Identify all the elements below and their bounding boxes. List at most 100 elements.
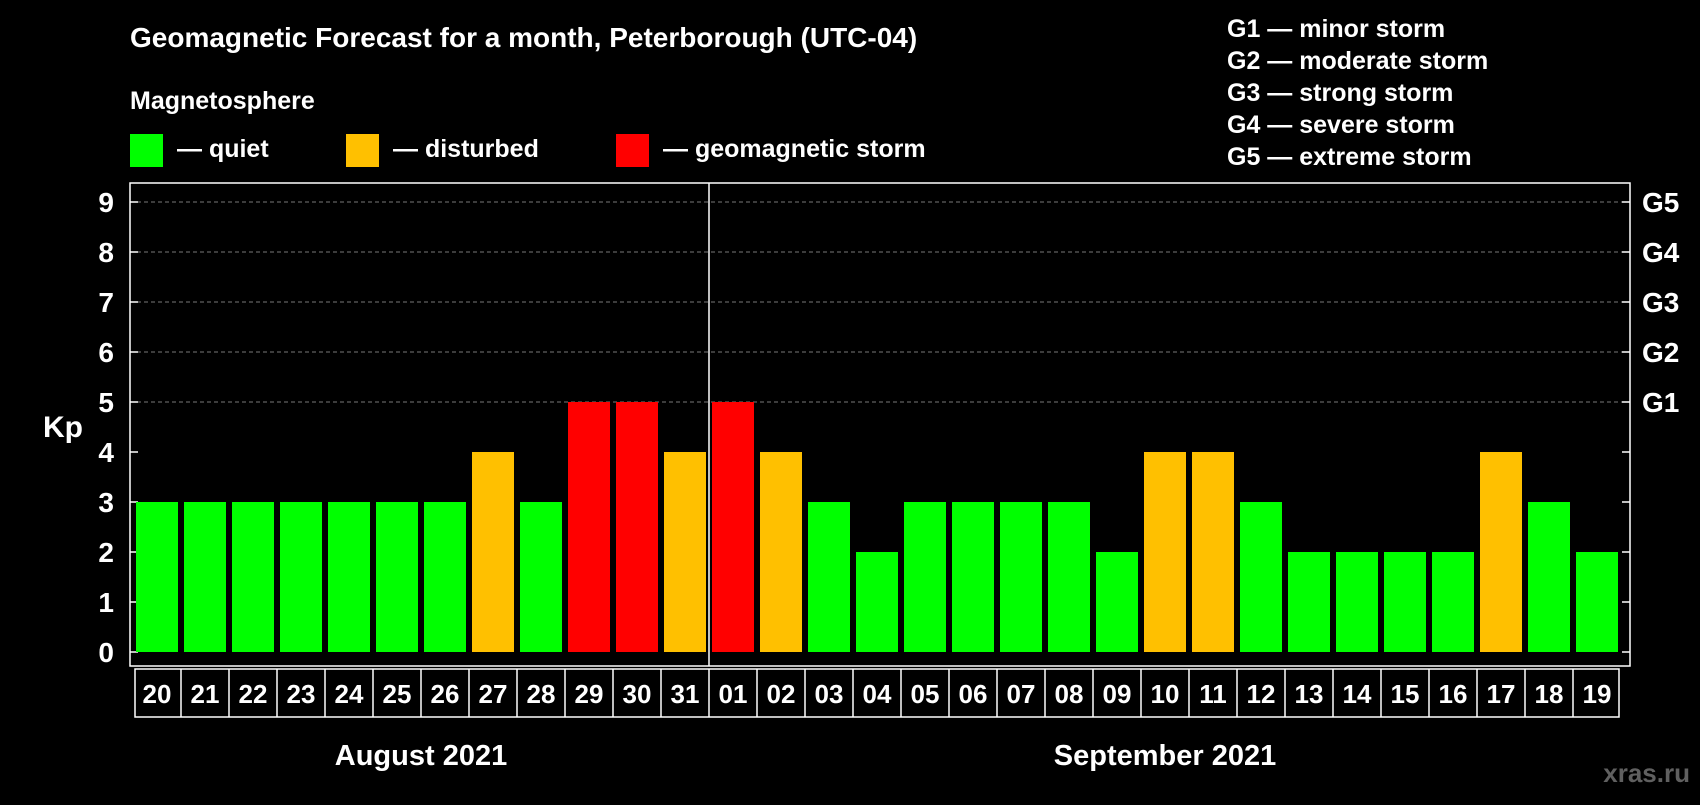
g-label-G4: G4 — [1642, 237, 1680, 268]
legend-label-2: — geomagnetic storm — [663, 135, 926, 163]
bar-29 — [568, 402, 610, 652]
storm-scale-item-1: G2 — moderate storm — [1227, 47, 1488, 75]
day-label-07: 07 — [1007, 679, 1036, 709]
bar-05 — [904, 502, 946, 652]
day-label-18: 18 — [1535, 679, 1564, 709]
y-tick-label-1: 1 — [98, 587, 114, 618]
day-label-15: 15 — [1391, 679, 1420, 709]
y-tick-label-9: 9 — [98, 187, 114, 218]
day-label-10: 10 — [1151, 679, 1180, 709]
y-tick-label-2: 2 — [98, 537, 114, 568]
legend: — quiet — disturbed — geomagnetic storm — [130, 134, 926, 167]
y-tick-label-5: 5 — [98, 387, 114, 418]
day-label-26: 26 — [431, 679, 460, 709]
chart-title: Geomagnetic Forecast for a month, Peterb… — [130, 22, 917, 53]
storm-scale-item-3: G4 — severe storm — [1227, 111, 1455, 139]
day-label-02: 02 — [767, 679, 796, 709]
day-label-17: 17 — [1487, 679, 1516, 709]
y-tick-label-3: 3 — [98, 487, 114, 518]
bar-20 — [136, 502, 178, 652]
day-label-05: 05 — [911, 679, 940, 709]
plot-frame — [129, 182, 1631, 667]
month-label-1: September 2021 — [1054, 740, 1276, 772]
y-tick-label-7: 7 — [98, 287, 114, 318]
watermark: xras.ru — [1603, 758, 1690, 788]
storm-scale-item-4: G5 — extreme storm — [1227, 143, 1472, 171]
bar-19 — [1576, 552, 1618, 652]
y-tick-label-8: 8 — [98, 237, 114, 268]
bar-07 — [1000, 502, 1042, 652]
bar-14 — [1336, 552, 1378, 652]
legend-label-0: — quiet — [177, 135, 269, 163]
day-label-24: 24 — [335, 679, 364, 709]
day-label-20: 20 — [143, 679, 172, 709]
bar-30 — [616, 402, 658, 652]
bar-13 — [1288, 552, 1330, 652]
bar-10 — [1144, 452, 1186, 652]
day-label-23: 23 — [287, 679, 316, 709]
day-label-row — [134, 668, 1620, 718]
g-label-G5: G5 — [1642, 187, 1679, 218]
storm-scale-item-0: G1 — minor storm — [1227, 15, 1445, 43]
day-label-27: 27 — [479, 679, 508, 709]
day-label-28: 28 — [527, 679, 556, 709]
bar-02 — [760, 452, 802, 652]
storm-scale-item-2: G3 — strong storm — [1227, 79, 1453, 107]
legend-swatch-0 — [130, 134, 163, 167]
bar-04 — [856, 552, 898, 652]
day-label-08: 08 — [1055, 679, 1084, 709]
bar-12 — [1240, 502, 1282, 652]
bar-23 — [280, 502, 322, 652]
bar-24 — [328, 502, 370, 652]
day-label-14: 14 — [1343, 679, 1372, 709]
bar-21 — [184, 502, 226, 652]
bar-08 — [1048, 502, 1090, 652]
bar-03 — [808, 502, 850, 652]
bar-31 — [664, 452, 706, 652]
day-label-03: 03 — [815, 679, 844, 709]
y-axis-label: Kp — [43, 411, 83, 444]
day-label-25: 25 — [383, 679, 412, 709]
day-label-13: 13 — [1295, 679, 1324, 709]
month-label-0: August 2021 — [335, 740, 507, 772]
day-label-09: 09 — [1103, 679, 1132, 709]
legend-heading: Magnetosphere — [130, 87, 315, 115]
bar-27 — [472, 452, 514, 652]
day-label-29: 29 — [575, 679, 604, 709]
bar-25 — [376, 502, 418, 652]
bar-17 — [1480, 452, 1522, 652]
bar-01 — [712, 402, 754, 652]
day-label-30: 30 — [623, 679, 652, 709]
day-label-16: 16 — [1439, 679, 1468, 709]
g-label-G3: G3 — [1642, 287, 1679, 318]
day-label-31: 31 — [671, 679, 700, 709]
legend-swatch-2 — [616, 134, 649, 167]
bar-09 — [1096, 552, 1138, 652]
legend-swatch-1 — [346, 134, 379, 167]
day-label-11: 11 — [1199, 679, 1227, 709]
y-tick-label-6: 6 — [98, 337, 114, 368]
legend-label-1: — disturbed — [393, 135, 539, 163]
bar-28 — [520, 502, 562, 652]
bar-18 — [1528, 502, 1570, 652]
y-tick-label-0: 0 — [98, 637, 114, 668]
day-label-21: 21 — [191, 679, 220, 709]
g-label-G2: G2 — [1642, 337, 1679, 368]
day-label-06: 06 — [959, 679, 988, 709]
storm-scale-legend: G1 — minor storm G2 — moderate storm G3 — … — [1227, 15, 1488, 171]
bar-15 — [1384, 552, 1426, 652]
g-label-G1: G1 — [1642, 387, 1679, 418]
day-label-01: 01 — [719, 679, 748, 709]
bar-16 — [1432, 552, 1474, 652]
bar-22 — [232, 502, 274, 652]
day-label-04: 04 — [863, 679, 892, 709]
bar-11 — [1192, 452, 1234, 652]
day-label-22: 22 — [239, 679, 268, 709]
y-tick-label-4: 4 — [98, 437, 114, 468]
bar-26 — [424, 502, 466, 652]
bar-06 — [952, 502, 994, 652]
day-label-19: 19 — [1583, 679, 1612, 709]
